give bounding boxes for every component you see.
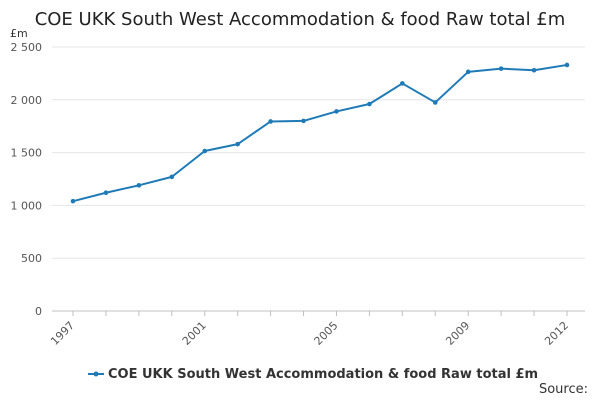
data-point-2003 [268,119,273,124]
data-point-2007 [400,81,405,86]
data-point-2010 [498,66,504,71]
y-tick-label: 0 [35,305,42,318]
y-tick-label: 1 500 [11,147,43,160]
data-point-2002 [235,141,240,147]
x-tick-label: 2001 [180,319,209,348]
data-point-2009 [465,69,471,75]
x-tick-label: 2012 [542,319,571,348]
data-point-1998 [103,190,109,196]
data-point-2008 [432,100,438,105]
y-tick-label: 2 000 [11,94,43,107]
y-axis-ticks: 0 500 1 000 1 500 2 000 2 500 [11,41,43,318]
x-tick-label: 2005 [312,319,341,348]
legend-point-marker [93,371,99,377]
data-point-2012 [564,62,570,68]
data-point-2004 [301,118,306,124]
gridlines [52,46,585,259]
x-axis: 1997 2001 2005 2009 2012 [48,310,585,348]
y-tick-label: 500 [21,252,42,265]
y-tick-label: 2 500 [11,41,43,54]
data-point-2001 [202,148,208,154]
data-point-2006 [367,101,372,107]
y-tick-label: 1 000 [11,199,43,212]
data-point-2011 [531,67,537,73]
data-point-2000 [169,174,175,180]
series-line-0 [72,63,568,203]
data-point-1999 [136,183,142,188]
series-lines [72,63,568,203]
x-tick-label: 1997 [48,319,77,348]
y-axis-unit-label: £m [10,27,28,40]
legend-series-label: COE UKK South West Accommodation & food … [108,367,538,382]
series-points [70,62,570,204]
data-point-1997 [70,198,76,204]
data-point-2005 [334,109,339,114]
source-label[interactable]: Source: [539,382,588,397]
x-tick-label: 2009 [443,319,472,348]
chart-title: COE UKK South West Accommodation & food … [35,9,566,30]
legend[interactable]: COE UKK South West Accommodation & food … [88,367,538,382]
